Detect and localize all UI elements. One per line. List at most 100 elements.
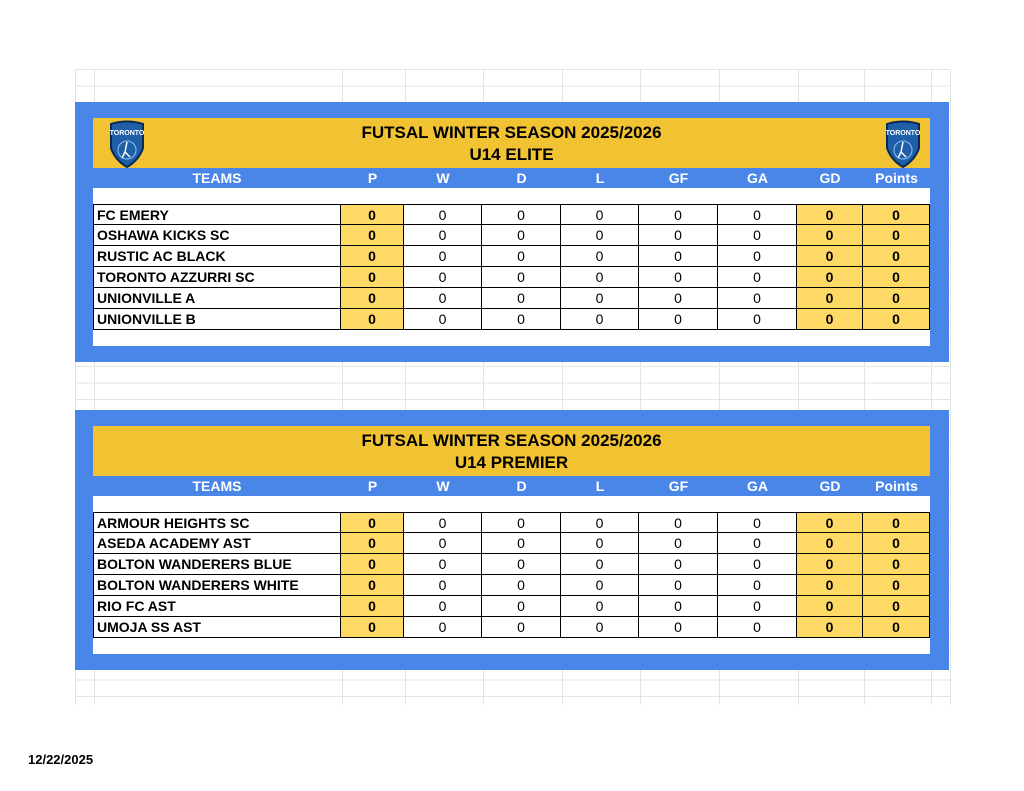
- team-name: UMOJA SS AST: [93, 617, 341, 638]
- stat-cell: 0: [797, 288, 863, 309]
- stat-cell: 0: [404, 512, 482, 533]
- stat-cell: 0: [341, 575, 404, 596]
- stat-cell: 0: [639, 225, 718, 246]
- stat-cell: 0: [639, 575, 718, 596]
- stat-cell: 0: [863, 554, 930, 575]
- stat-cell: 0: [561, 596, 639, 617]
- column-header: TEAMS: [192, 170, 242, 186]
- stat-cell: 0: [404, 246, 482, 267]
- spacer-row: [93, 638, 930, 654]
- stat-cell: 0: [341, 225, 404, 246]
- stat-cell: 0: [341, 204, 404, 225]
- team-name: TORONTO AZZURRI SC: [93, 267, 341, 288]
- stat-cell: 0: [482, 246, 561, 267]
- table-title: FUTSAL WINTER SEASON 2025/2026 U14 PREMIE…: [93, 426, 930, 476]
- stat-cell: 0: [341, 267, 404, 288]
- table-row: UMOJA SS AST 0 0 0 0 0 0 0 0: [93, 617, 930, 638]
- stat-cell: 0: [561, 288, 639, 309]
- stat-cell: 0: [718, 554, 797, 575]
- stat-cell: 0: [863, 309, 930, 330]
- stat-cell: 0: [718, 617, 797, 638]
- table-row: RIO FC AST 0 0 0 0 0 0 0 0: [93, 596, 930, 617]
- table-row: FC EMERY 0 0 0 0 0 0 0 0: [93, 204, 930, 225]
- column-headers: TEAMS P W D L GF GA GD Points: [93, 168, 930, 188]
- column-header: TEAMS: [192, 478, 242, 494]
- stat-cell: 0: [561, 512, 639, 533]
- stat-cell: 0: [718, 309, 797, 330]
- stat-cell: 0: [797, 596, 863, 617]
- stat-cell: 0: [482, 575, 561, 596]
- stat-cell: 0: [797, 575, 863, 596]
- spacer-row: [93, 188, 930, 204]
- stat-cell: 0: [718, 512, 797, 533]
- stat-cell: 0: [561, 554, 639, 575]
- column-header: GF: [668, 478, 689, 494]
- stat-cell: 0: [482, 225, 561, 246]
- stat-cell: 0: [863, 512, 930, 533]
- stat-cell: 0: [404, 533, 482, 554]
- column-header: L: [595, 478, 605, 494]
- column-header: GD: [819, 478, 841, 494]
- team-name: RIO FC AST: [93, 596, 341, 617]
- stat-cell: 0: [863, 575, 930, 596]
- stat-cell: 0: [404, 267, 482, 288]
- stat-cell: 0: [797, 554, 863, 575]
- stat-cell: 0: [797, 309, 863, 330]
- stat-cell: 0: [639, 204, 718, 225]
- stat-cell: 0: [561, 246, 639, 267]
- stat-cell: 0: [639, 617, 718, 638]
- stat-cell: 0: [482, 596, 561, 617]
- stat-cell: 0: [797, 512, 863, 533]
- print-date: 12/22/2025: [28, 752, 94, 767]
- column-header: GA: [747, 478, 768, 494]
- stat-cell: 0: [561, 533, 639, 554]
- stat-cell: 0: [561, 267, 639, 288]
- stat-cell: 0: [482, 512, 561, 533]
- table-row: TORONTO AZZURRI SC 0 0 0 0 0 0 0 0: [93, 267, 930, 288]
- column-header: GD: [819, 170, 841, 186]
- division-name: U14 ELITE: [469, 145, 554, 164]
- stat-cell: 0: [341, 288, 404, 309]
- stat-cell: 0: [639, 267, 718, 288]
- stat-cell: 0: [561, 309, 639, 330]
- stat-cell: 0: [341, 309, 404, 330]
- team-name: BOLTON WANDERERS BLUE: [93, 554, 341, 575]
- stat-cell: 0: [863, 246, 930, 267]
- stat-cell: 0: [482, 309, 561, 330]
- stat-cell: 0: [639, 288, 718, 309]
- table-row: BOLTON WANDERERS WHITE 0 0 0 0 0 0 0 0: [93, 575, 930, 596]
- stat-cell: 0: [561, 617, 639, 638]
- stat-cell: 0: [482, 617, 561, 638]
- club-logo-right: TORONTO: [885, 120, 921, 169]
- stat-cell: 0: [797, 617, 863, 638]
- stat-cell: 0: [863, 596, 930, 617]
- team-name: RUSTIC AC BLACK: [93, 246, 341, 267]
- column-header: P: [367, 478, 378, 494]
- column-header: Points: [875, 170, 918, 186]
- stat-cell: 0: [561, 225, 639, 246]
- stat-cell: 0: [404, 554, 482, 575]
- spacer-row: [93, 330, 930, 346]
- stat-cell: 0: [863, 225, 930, 246]
- column-header: Points: [875, 478, 918, 494]
- stat-cell: 0: [718, 225, 797, 246]
- stat-cell: 0: [404, 575, 482, 596]
- stat-cell: 0: [863, 617, 930, 638]
- team-name: BOLTON WANDERERS WHITE: [93, 575, 341, 596]
- stat-cell: 0: [404, 204, 482, 225]
- table-row: ARMOUR HEIGHTS SC 0 0 0 0 0 0 0 0: [93, 512, 930, 533]
- division-name: U14 PREMIER: [454, 453, 569, 472]
- stat-cell: 0: [797, 225, 863, 246]
- column-header: GA: [747, 170, 768, 186]
- column-header: D: [516, 478, 527, 494]
- spacer-row: [93, 496, 930, 512]
- stat-cell: 0: [863, 204, 930, 225]
- table-row: ASEDA ACADEMY AST 0 0 0 0 0 0 0 0: [93, 533, 930, 554]
- stat-cell: 0: [639, 512, 718, 533]
- team-name: UNIONVILLE A: [93, 288, 341, 309]
- stat-cell: 0: [718, 596, 797, 617]
- svg-text:TORONTO: TORONTO: [110, 130, 145, 137]
- stat-cell: 0: [482, 204, 561, 225]
